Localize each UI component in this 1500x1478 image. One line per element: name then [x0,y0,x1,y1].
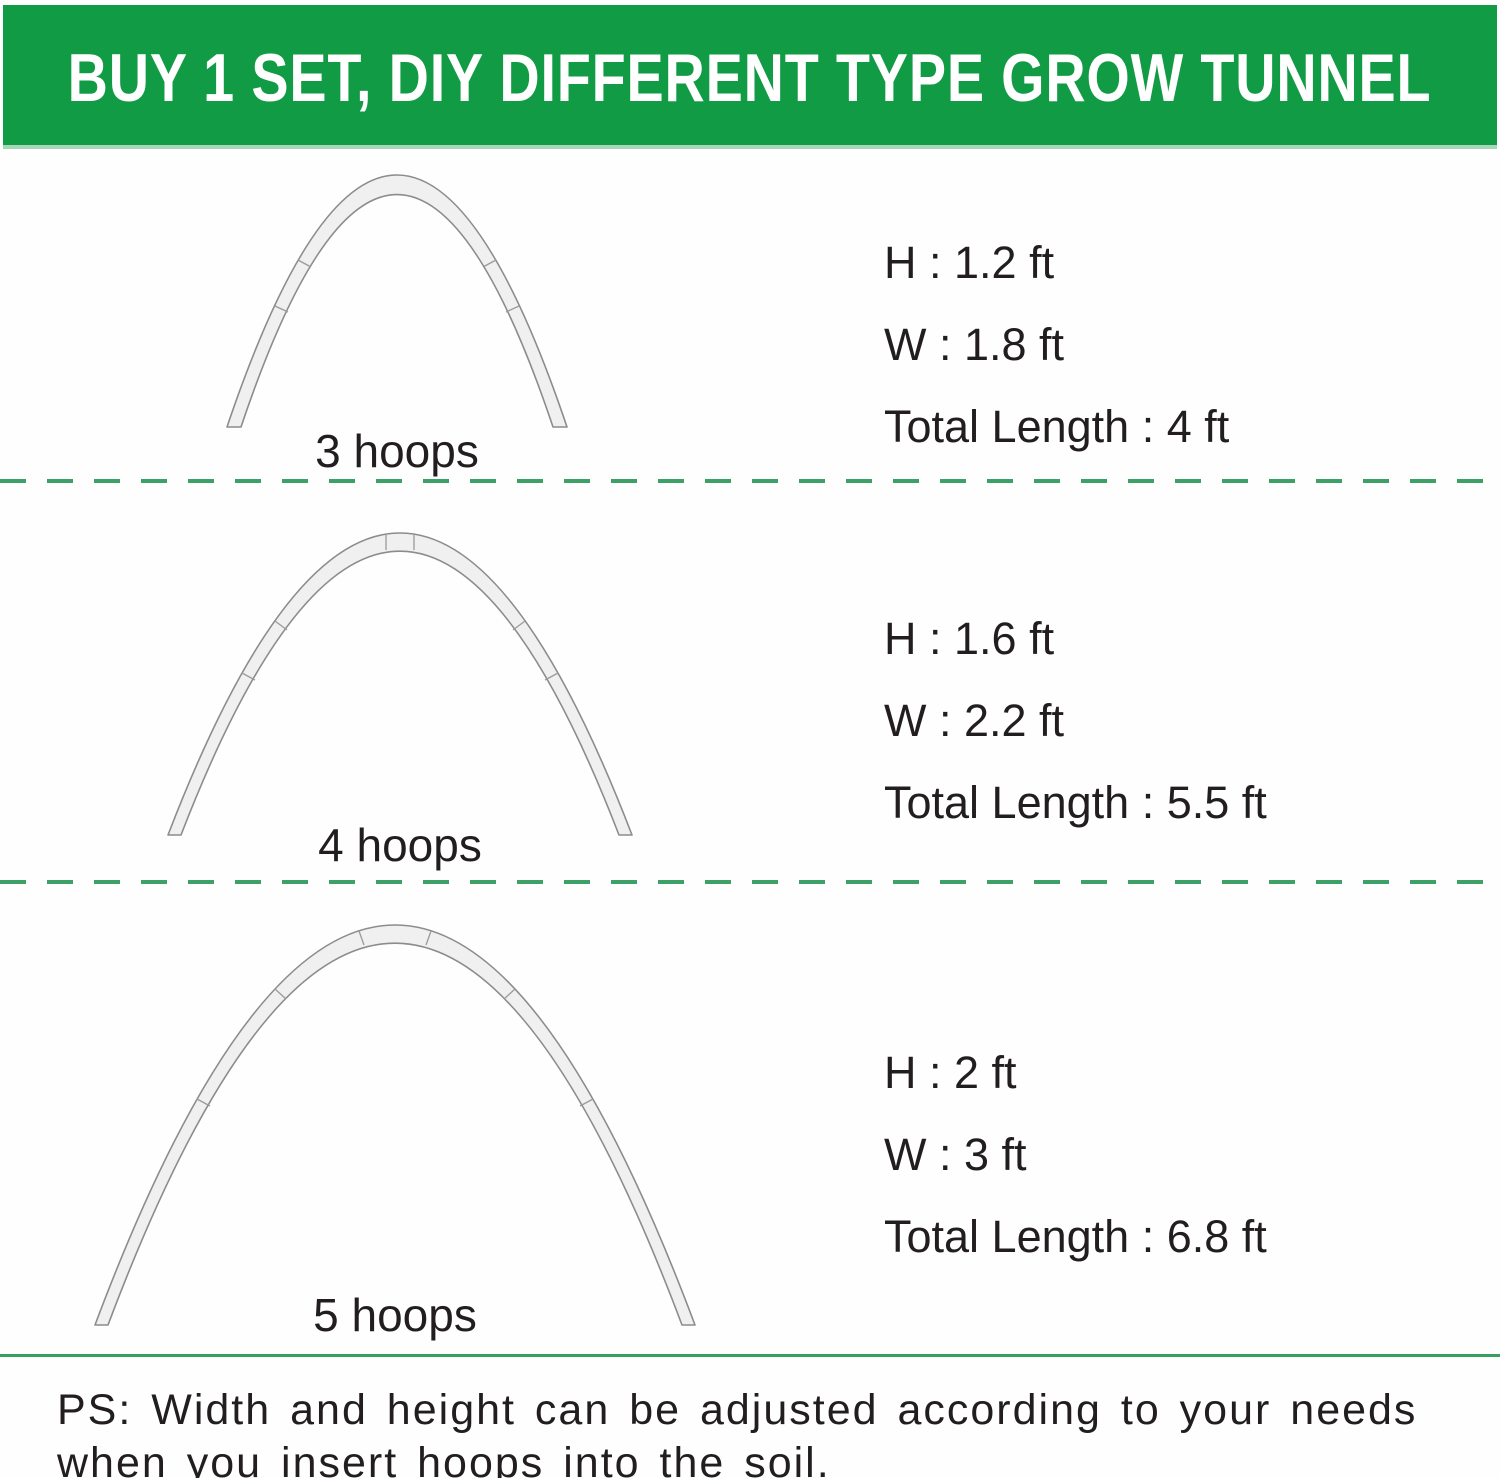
tunnel-arch-3-hoops-illustration [226,174,568,428]
spec-width: W : 1.8 ft [884,319,1065,370]
tunnel-arch-5-hoops-illustration [94,924,696,1326]
tunnel-arch-4-hoops-illustration [167,532,633,836]
spec-total-length: Total Length : 4 ft [884,401,1230,452]
hoops-count-label: 3 hoops [315,425,479,477]
footer-note: PS: Width and height can be adjusted acc… [57,1384,1470,1478]
hoops-count-label: 4 hoops [318,819,482,871]
dashed-separator [0,880,1500,884]
footer-note-line-2: when you insert hoops into the soil. [57,1439,831,1478]
spec-height: H : 1.2 ft [884,237,1055,288]
specs-list: H : 1.2 ft W : 1.8 ft Total Length : 4 f… [884,222,1229,468]
specs-list: H : 2 ft W : 3 ft Total Length : 6.8 ft [884,1032,1267,1278]
footer-note-line-1: PS: Width and height can be adjusted acc… [57,1386,1418,1434]
header-banner: BUY 1 SET, DIY DIFFERENT TYPE GROW TUNNE… [3,5,1497,149]
specs-list: H : 1.6 ft W : 2.2 ft Total Length : 5.5… [884,598,1267,844]
banner-title: BUY 1 SET, DIY DIFFERENT TYPE GROW TUNNE… [68,40,1432,116]
spec-width: W : 3 ft [884,1129,1027,1180]
spec-total-length: Total Length : 6.8 ft [884,1211,1267,1262]
spec-total-length: Total Length : 5.5 ft [884,777,1267,828]
dashed-separator [0,479,1500,483]
hoops-count-label: 5 hoops [313,1289,477,1341]
spec-height: H : 2 ft [884,1047,1017,1098]
spec-height: H : 1.6 ft [884,613,1055,664]
spec-width: W : 2.2 ft [884,695,1065,746]
footer-divider-line [0,1354,1500,1357]
